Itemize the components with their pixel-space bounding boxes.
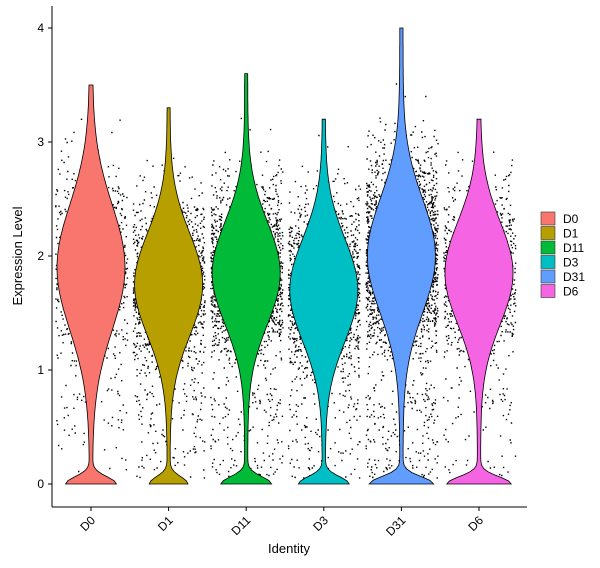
legend-key-d1 [540, 226, 556, 240]
y-tick-label: 0 [37, 477, 44, 491]
violin-d1 [134, 107, 203, 485]
legend-label-d31: D31 [563, 270, 585, 284]
x-tick-label-d0: D0 [77, 513, 98, 534]
y-axis-title: Expression Level [10, 206, 25, 305]
legend-label-d11: D11 [563, 241, 584, 255]
x-tick-label-d11: D11 [228, 513, 253, 538]
violin-d0 [56, 84, 126, 485]
y-tick-label: 2 [37, 249, 44, 263]
violin-d11 [211, 73, 281, 485]
violin-d6 [444, 118, 514, 485]
legend-key-d11 [540, 240, 556, 255]
y-tick-label: 4 [37, 21, 44, 35]
y-ticks: 0 1 2 3 4 [37, 21, 52, 491]
violin-d31 [366, 27, 436, 485]
legend-label-d0: D0 [563, 212, 579, 226]
y-tick-label: 1 [37, 363, 44, 377]
violin-d3 [289, 118, 359, 485]
x-axis-title: Identity [268, 541, 310, 556]
legend-key-d31 [540, 269, 556, 284]
legend-key-d0 [540, 211, 556, 226]
x-tick-label-d3: D3 [310, 513, 331, 534]
x-tick-label-d1: D1 [155, 513, 176, 534]
legend-label-d1: D1 [563, 227, 579, 241]
legend-key-d3 [540, 255, 556, 269]
violins [56, 27, 514, 485]
x-ticks: D0 D1 D11 D3 D31 D6 [77, 507, 486, 539]
x-tick-label-d6: D6 [465, 513, 486, 534]
y-tick-label: 3 [37, 135, 44, 149]
legend-key-d6 [540, 284, 556, 298]
legend-label-d6: D6 [563, 285, 579, 299]
x-tick-label-d31: D31 [383, 513, 409, 539]
legend-label-d3: D3 [563, 256, 579, 270]
